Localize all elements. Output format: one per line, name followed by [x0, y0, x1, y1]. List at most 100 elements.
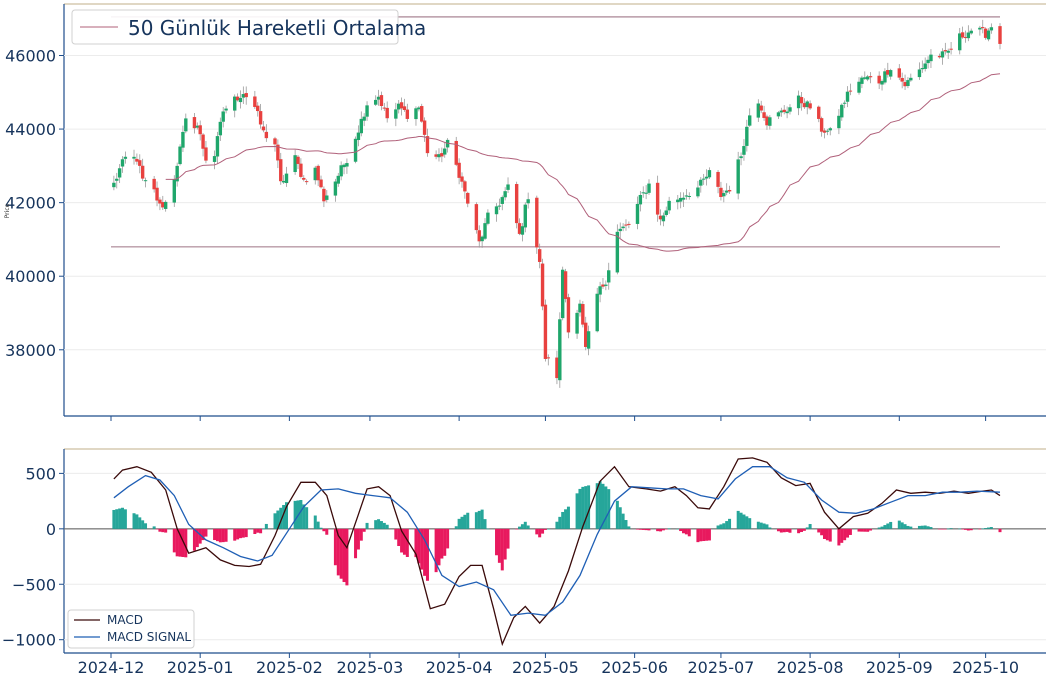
- candle-body: [742, 146, 746, 155]
- candle-body: [943, 50, 948, 52]
- histogram-bar: [828, 528, 832, 542]
- candle-body: [560, 269, 565, 319]
- histogram-bar: [745, 516, 749, 529]
- histogram-bar: [359, 528, 363, 541]
- histogram-bar: [526, 525, 530, 529]
- candle-body: [960, 32, 965, 38]
- histogram-bar: [500, 528, 504, 571]
- histogram-bar: [284, 502, 288, 529]
- histogram-bar: [425, 528, 429, 581]
- candle-body: [500, 197, 504, 204]
- candle-body: [906, 80, 910, 87]
- histogram-bar: [762, 523, 766, 529]
- histogram-bar: [607, 489, 611, 529]
- histogram-bar: [906, 525, 910, 529]
- histogram-bar: [440, 528, 444, 559]
- histogram-bar: [316, 521, 320, 529]
- histogram-bar: [495, 528, 499, 556]
- histogram-bar: [477, 510, 481, 529]
- candle-body: [304, 181, 309, 183]
- histogram-bar: [420, 528, 424, 570]
- histogram-bar: [765, 524, 769, 529]
- histogram-bar: [543, 528, 547, 530]
- price-y-tick-label: 40000: [5, 267, 56, 286]
- histogram-bar: [400, 528, 404, 553]
- candle-body: [313, 167, 317, 181]
- candle-body: [120, 159, 125, 167]
- candle-body: [258, 111, 263, 125]
- candle-body: [704, 176, 709, 179]
- histogram-bar: [998, 528, 1002, 533]
- histogram-bar: [523, 521, 527, 529]
- candle-body: [635, 203, 640, 224]
- candle-body: [848, 90, 853, 92]
- candle-body: [394, 109, 398, 119]
- candle-body: [865, 76, 870, 80]
- candle-body: [241, 94, 246, 98]
- histogram-bar: [480, 509, 484, 529]
- histogram-bar: [325, 528, 329, 535]
- candle-body: [336, 175, 340, 184]
- histogram-bar: [555, 521, 559, 529]
- histogram-bar: [546, 528, 550, 530]
- histogram-bar: [581, 486, 585, 529]
- candle-body: [238, 98, 243, 103]
- candle-body: [402, 106, 407, 110]
- candle-body: [909, 77, 913, 81]
- price-y-ticks: 38000 40000 42000 44000 46000: [5, 47, 64, 360]
- candle-body: [316, 165, 320, 181]
- price-y-tick-label: 42000: [5, 194, 56, 213]
- histogram-bar: [641, 528, 645, 530]
- histogram-bar: [837, 528, 841, 546]
- candle-body: [696, 187, 700, 197]
- histogram-bar: [949, 528, 953, 529]
- candle-body: [112, 182, 116, 188]
- x-tick-label: 2025-01: [167, 658, 234, 677]
- histogram-bar: [621, 513, 625, 529]
- histogram-bar: [889, 521, 893, 529]
- price-y-axis-label: Price: [4, 203, 11, 218]
- histogram-bar: [601, 483, 605, 529]
- histogram-bar: [877, 527, 881, 529]
- candle-body: [782, 109, 786, 113]
- candle-body: [963, 37, 968, 39]
- candle-body: [192, 117, 197, 129]
- candle-body: [681, 197, 686, 200]
- candle-body: [575, 312, 579, 334]
- histogram-bar: [236, 528, 240, 540]
- candle-body: [175, 165, 179, 182]
- candle-body: [293, 155, 297, 173]
- histogram-bar: [966, 528, 970, 531]
- x-tick-label: 2025-04: [426, 658, 493, 677]
- candle-body: [345, 163, 349, 167]
- histogram-bar: [946, 528, 950, 530]
- candle-body: [379, 95, 384, 107]
- candle-body: [264, 131, 269, 139]
- histogram-bar: [123, 509, 127, 529]
- histogram-bar: [696, 528, 700, 543]
- histogram-bar: [382, 522, 386, 529]
- histogram-bar: [238, 528, 242, 539]
- histogram-bar: [135, 514, 139, 529]
- histogram-bar: [313, 515, 317, 529]
- candle-body: [325, 195, 329, 200]
- histogram-bar: [866, 528, 870, 532]
- candle-body: [762, 112, 766, 118]
- histogram-bar: [725, 521, 729, 529]
- candle-body: [477, 230, 481, 242]
- candle-body: [986, 30, 991, 40]
- histogram-bar: [423, 528, 427, 576]
- histogram-bar: [322, 528, 326, 532]
- histogram-bar: [742, 514, 746, 529]
- candle-body: [842, 102, 847, 104]
- candle-body: [817, 106, 821, 119]
- histogram-bar: [261, 528, 265, 530]
- candle-body: [454, 140, 458, 165]
- histogram-bar: [535, 528, 539, 535]
- histogram-bar: [181, 528, 185, 557]
- histogram-bar: [282, 504, 286, 529]
- histogram-bar: [719, 524, 723, 529]
- price-y-tick-label: 44000: [5, 120, 56, 139]
- histogram-bar: [201, 528, 205, 541]
